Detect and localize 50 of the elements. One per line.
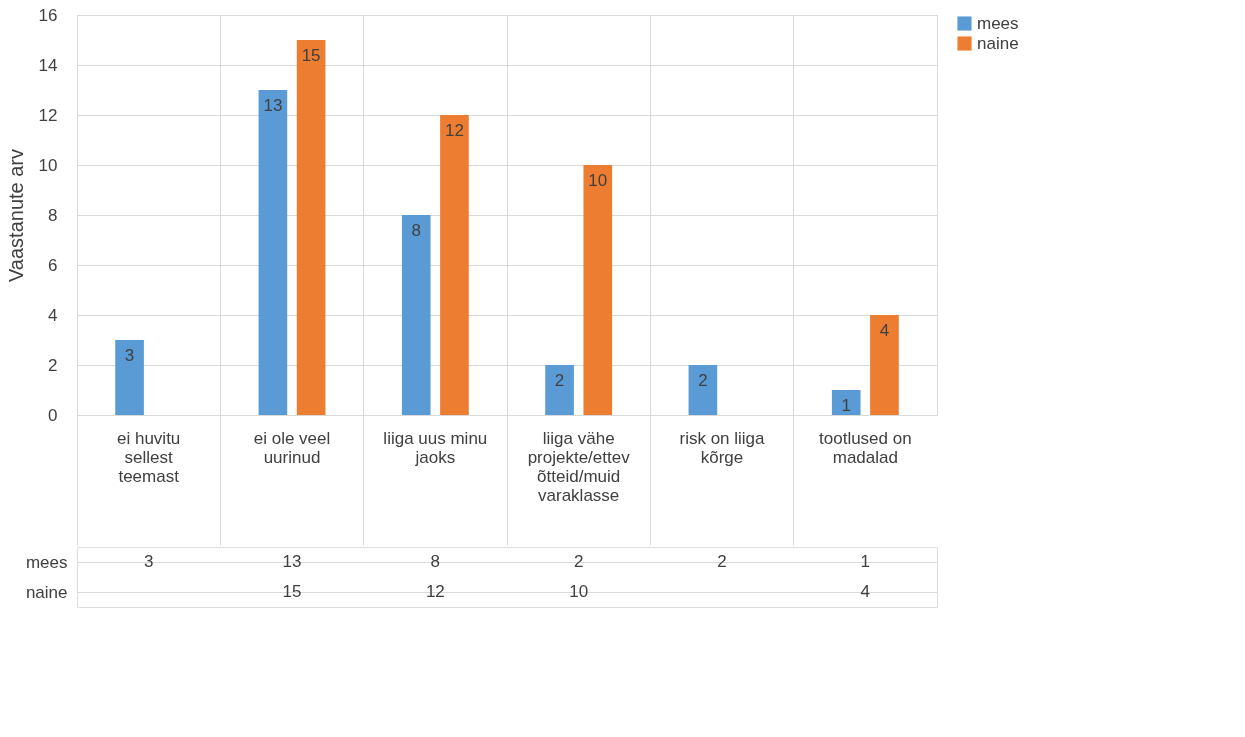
data-label: 2 [717, 552, 727, 571]
text: 4 [879, 321, 890, 340]
bar [583, 165, 613, 415]
text: 1 [841, 396, 851, 415]
text: 3 [124, 346, 135, 365]
bar [258, 90, 288, 415]
text: naine [25, 582, 68, 602]
y-axis-title: Vaastanute arv [4, 148, 27, 283]
data-label: 1 [860, 552, 871, 571]
y-tick-label: 4 [48, 305, 58, 325]
text: 15 [301, 46, 321, 65]
y-tick-label: 12 [38, 105, 58, 125]
legend-label: mees [977, 13, 1019, 33]
y-tick-label: 0 [48, 405, 58, 425]
text: 8 [411, 221, 421, 240]
x-tick-label: ei ole veel uurinud [253, 428, 331, 467]
legend-label: naine [977, 33, 1019, 53]
text: 2 [698, 371, 708, 390]
text: mees [25, 552, 68, 572]
data-label: 12 [425, 582, 445, 601]
bar [440, 115, 469, 415]
bar [115, 340, 144, 415]
text: 10 [588, 171, 608, 190]
bar [688, 365, 718, 415]
x-tick-label: ei huvitu sellest teemast [117, 428, 181, 486]
data-label: 2 [573, 552, 584, 571]
y-tick-label: 8 [48, 205, 58, 225]
x-tick-label: liiga uus minu jaoks [383, 428, 488, 467]
text: 13 [263, 96, 283, 115]
data-label: 10 [569, 582, 589, 601]
bar [870, 315, 899, 415]
data-label: 4 [860, 582, 871, 601]
data-label: 13 [282, 552, 302, 571]
y-tick-label: 6 [48, 255, 58, 275]
y-tick-label: 14 [38, 55, 58, 75]
text: 2 [554, 371, 565, 390]
data-label: 15 [282, 582, 302, 601]
bar [545, 365, 574, 415]
x-tick-label: risk on liiga kõrge [679, 428, 766, 467]
bar [401, 215, 431, 415]
data-label: 3 [143, 552, 154, 571]
data-label: 8 [430, 552, 441, 571]
x-tick-label: liiga vähe projekte/ettevõtteid/muid varaklasse [527, 428, 631, 505]
x-tick-label: tootlused on madalad [819, 428, 912, 467]
y-tick-label: 10 [38, 155, 58, 175]
text: 12 [444, 121, 464, 140]
y-tick-label: 2 [48, 355, 58, 375]
y-tick-label: 16 [38, 5, 58, 25]
bar [296, 40, 326, 415]
bar [831, 390, 861, 415]
